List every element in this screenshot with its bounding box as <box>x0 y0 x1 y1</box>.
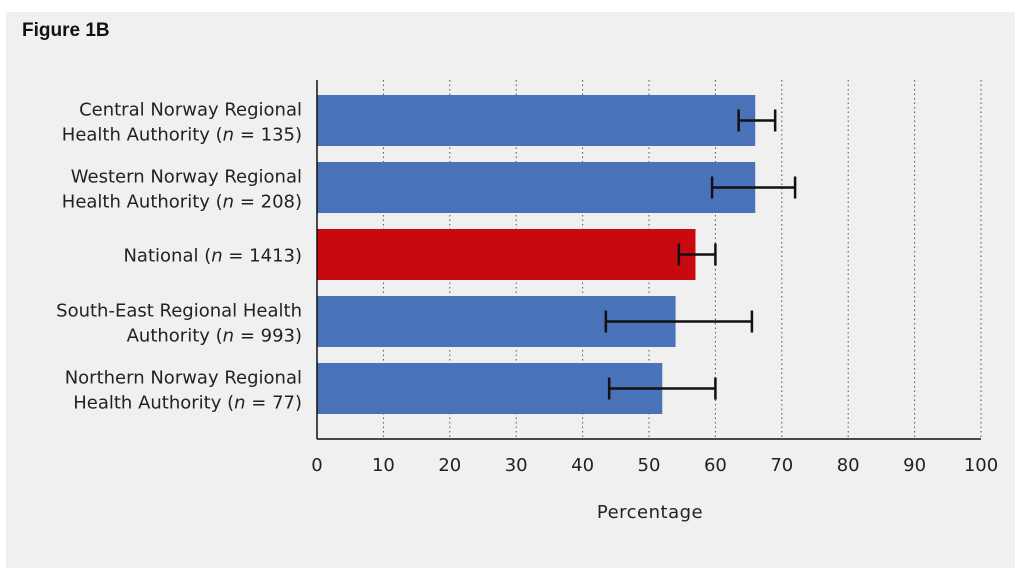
x-tick-label-0: 0 <box>311 455 322 476</box>
category-label-line1-1: Western Norway Regional <box>71 167 302 188</box>
x-tick-label-70: 70 <box>770 455 793 476</box>
x-tick-label-50: 50 <box>638 455 661 476</box>
x-tick-label-20: 20 <box>438 455 461 476</box>
bar-2 <box>317 229 696 280</box>
category-label-line2-4: Health Authority (n = 77) <box>73 393 302 414</box>
x-tick-label-60: 60 <box>704 455 727 476</box>
category-label-line1-3: South-East Regional Health <box>56 301 302 322</box>
category-label-line2-0: Health Authority (n = 135) <box>62 125 302 146</box>
category-label-line1-4: Northern Norway Regional <box>65 368 302 389</box>
category-label-line2-3: Authority (n = 993) <box>127 326 302 347</box>
figure-title: Figure 1B <box>22 20 110 41</box>
error-bar-2 <box>677 243 717 266</box>
x-tick-label-40: 40 <box>571 455 594 476</box>
bar-1 <box>317 162 756 213</box>
category-label-line1-0: Central Norway Regional <box>79 100 302 121</box>
bar-4 <box>317 363 663 414</box>
error-bar-1 <box>710 176 797 199</box>
x-axis-title: Percentage <box>597 502 703 523</box>
error-bar-0 <box>737 109 777 132</box>
x-tick-label-90: 90 <box>903 455 926 476</box>
error-bar-4 <box>607 377 717 400</box>
category-label-line2-2: National (n = 1413) <box>123 246 302 267</box>
x-tick-label-10: 10 <box>372 455 395 476</box>
bar-0 <box>317 95 756 146</box>
x-tick-label-100: 100 <box>964 455 998 476</box>
error-bar-3 <box>604 310 754 333</box>
x-tick-label-80: 80 <box>837 455 860 476</box>
x-tick-label-30: 30 <box>505 455 528 476</box>
category-label-line2-1: Health Authority (n = 208) <box>62 192 302 213</box>
